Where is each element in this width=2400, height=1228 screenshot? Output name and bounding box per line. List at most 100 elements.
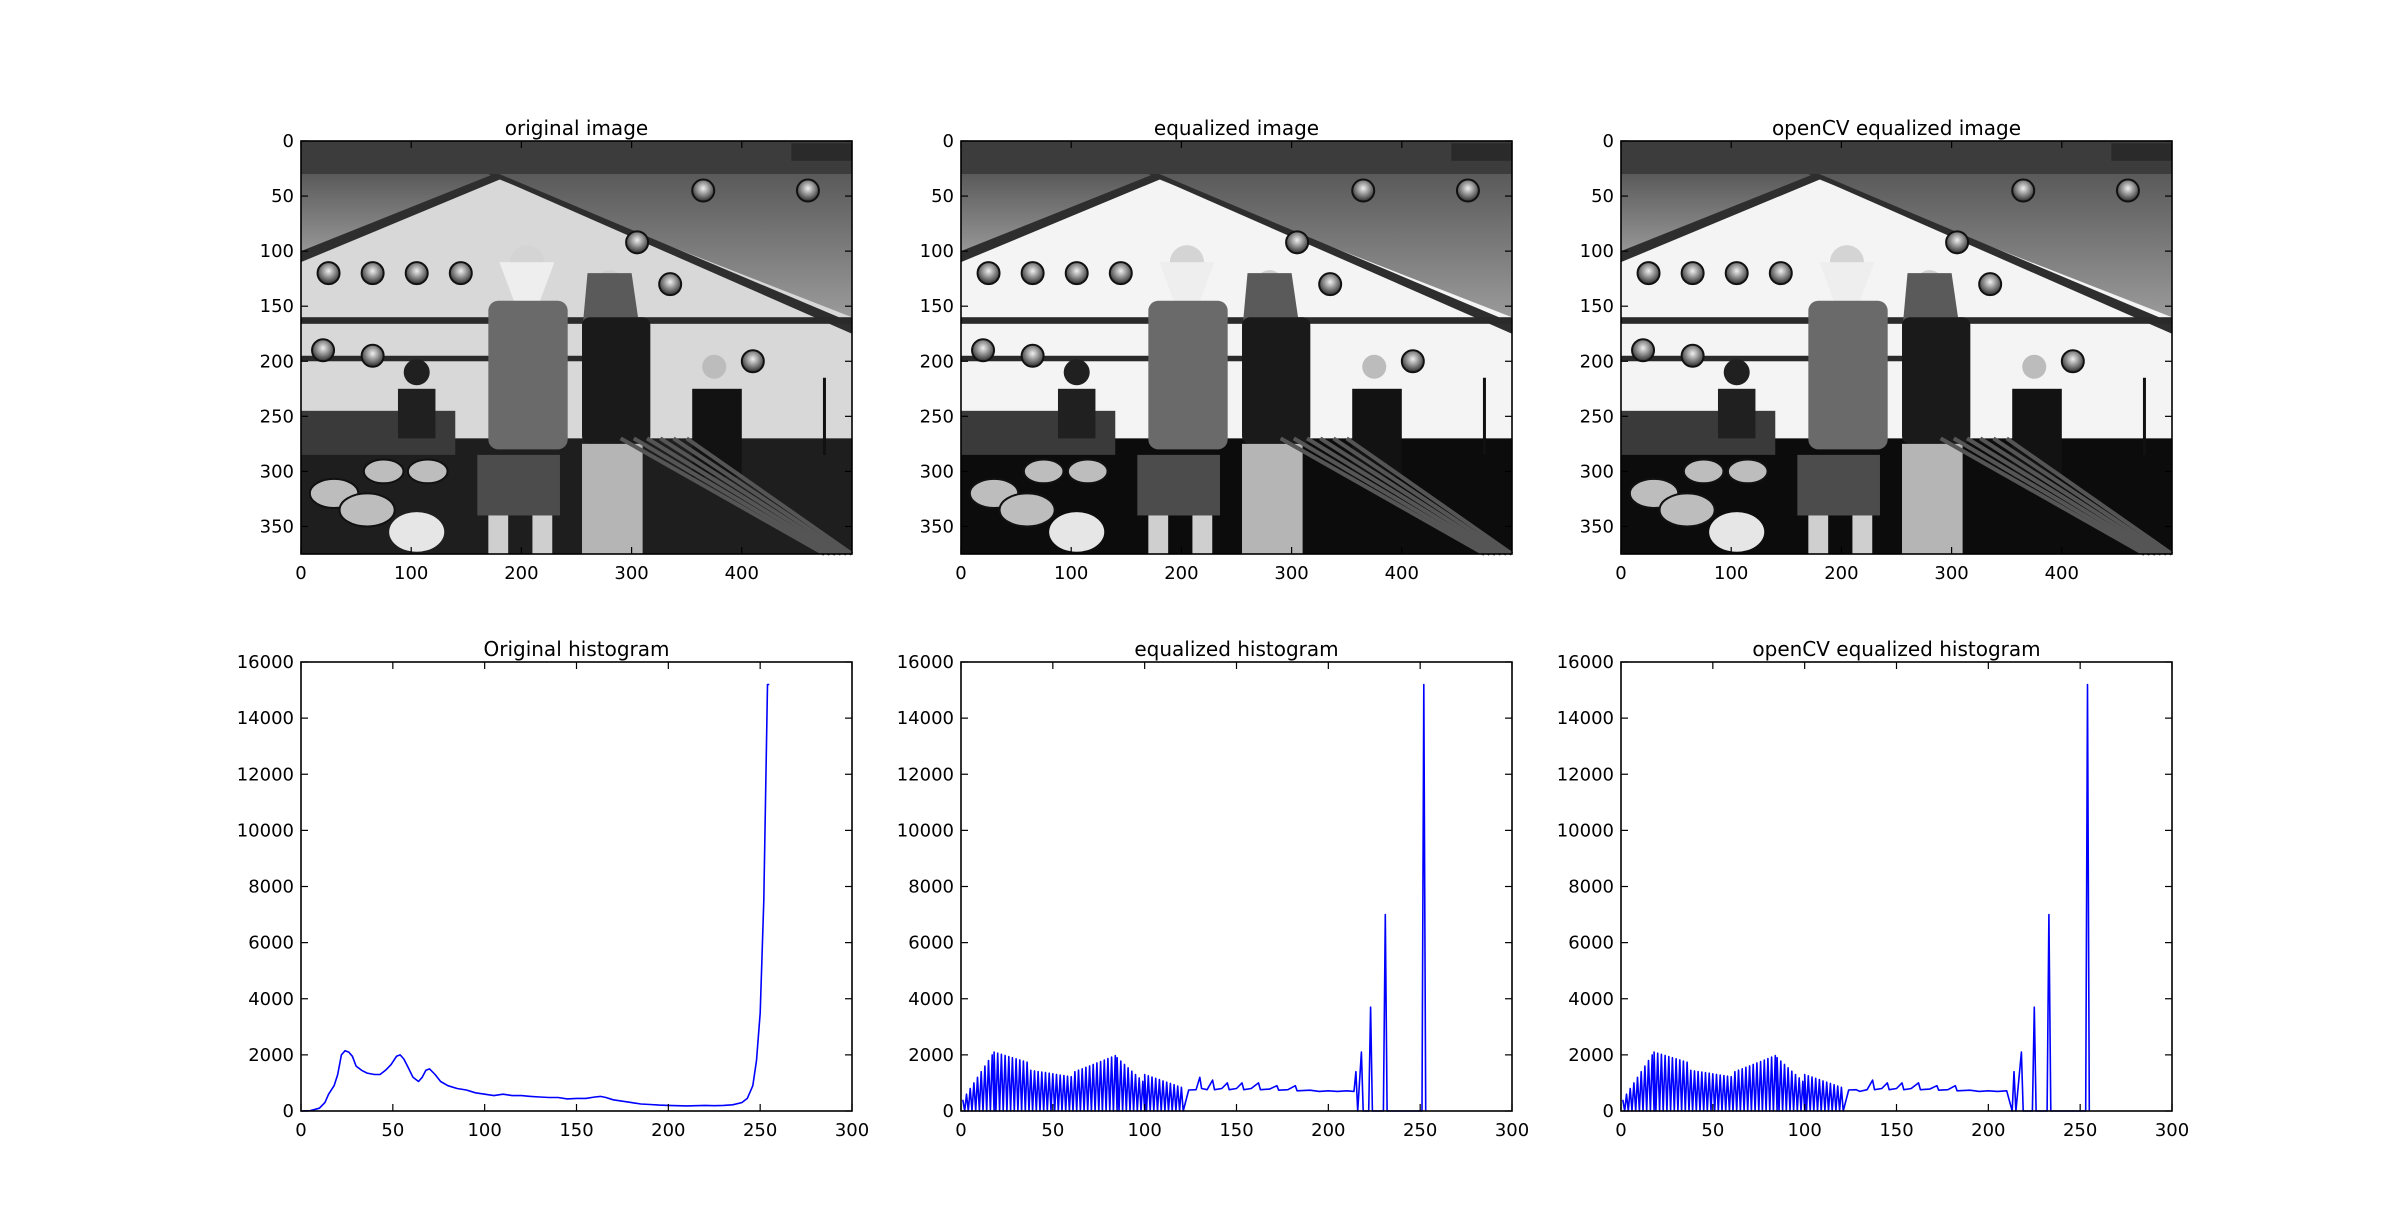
y-tick-label: 300 (260, 461, 294, 482)
y-tick-label: 0 (943, 131, 954, 152)
stage-lamp (1020, 343, 1045, 368)
y-tick-label: 14000 (237, 708, 294, 729)
y-tick-label: 350 (1580, 516, 1614, 537)
stair-railing (1305, 436, 1497, 556)
panel-5: 0 50 100 150 200 250 300 0 2000 4000 6000 8000 10000… (897, 637, 1529, 1141)
bass-drum (1049, 512, 1105, 552)
axes-frame (1620, 140, 2173, 555)
man-shirt (488, 300, 568, 450)
suit-man-head (1362, 354, 1387, 379)
stage-lamp (1108, 261, 1133, 286)
man-shirt (1808, 300, 1888, 450)
y-tick-label: 250 (920, 406, 954, 427)
x-tick-label: 0 (295, 563, 306, 584)
stage-lamp (971, 338, 996, 363)
man-beard (1819, 262, 1875, 307)
stage-lamp (795, 178, 820, 203)
stair-railing (1979, 436, 2163, 556)
panel-title: equalized histogram (1134, 637, 1338, 661)
y-tick-label: 250 (260, 406, 294, 427)
stage-lamp (658, 272, 683, 297)
woman-shirt (1242, 317, 1311, 444)
tent-roof-right (1819, 174, 2172, 318)
stage-lamp (1636, 261, 1661, 286)
x-tick-label: 400 (1385, 563, 1419, 584)
stage-lamp (1020, 261, 1045, 286)
lighting-truss (961, 317, 1512, 324)
roof-strut (1808, 174, 2172, 334)
stage-lamp (1064, 261, 1089, 286)
stage-lamp (1945, 230, 1970, 255)
man-leg (488, 515, 509, 554)
y-tick-label: 12000 (1557, 764, 1614, 785)
photo (961, 141, 1514, 556)
stage-lamp (2115, 178, 2140, 203)
x-tick-label: 100 (1127, 1120, 1161, 1141)
roof-strut (301, 174, 505, 263)
y-tick-label: 2000 (908, 1045, 954, 1066)
stage-lamp (1978, 272, 2003, 297)
lighting-truss (1621, 355, 1925, 362)
panel-title: openCV equalized histogram (1752, 637, 2040, 661)
panel-4: 0 50 100 150 200 250 300 0 2000 4000 6000 8000 10000… (237, 637, 869, 1141)
axes-frame (960, 661, 1513, 1112)
man-leg (1192, 515, 1213, 554)
x-tick-label: 0 (1615, 1120, 1626, 1141)
suit-man-head (702, 354, 727, 379)
stage-lamp (404, 261, 429, 286)
drum (1726, 458, 1769, 485)
man-shorts (1797, 454, 1880, 516)
man-shorts (1137, 454, 1220, 516)
drum (1066, 458, 1109, 485)
y-tick-label: 0 (1603, 1101, 1614, 1122)
roof-strut (488, 174, 852, 334)
man-shorts (477, 454, 560, 516)
x-tick-label: 200 (651, 1120, 685, 1141)
x-tick-label: 0 (955, 1120, 966, 1141)
x-tick-label: 0 (295, 1120, 306, 1141)
axes-frame (300, 140, 853, 555)
stage-lamp (1285, 230, 1310, 255)
y-tick-label: 50 (1591, 186, 1614, 207)
x-tick-label: 300 (2155, 1120, 2189, 1141)
stage-lamp (448, 261, 473, 286)
x-tick-label: 50 (381, 1120, 404, 1141)
stage-lamp (1631, 338, 1656, 363)
lighting-truss (301, 317, 852, 324)
panel-title: equalized image (1154, 116, 1319, 140)
stage-lamp (976, 261, 1001, 286)
man-leg (532, 515, 553, 554)
x-tick-label: 100 (394, 563, 428, 584)
x-tick-label: 300 (1495, 1120, 1529, 1141)
man-leg (1852, 515, 1873, 554)
x-tick-label: 50 (1701, 1120, 1724, 1141)
stair-railing (619, 436, 826, 556)
drummer-head (1723, 359, 1750, 386)
y-tick-label: 16000 (897, 652, 954, 673)
x-tick-label: 200 (1824, 563, 1858, 584)
y-tick-label: 10000 (237, 820, 294, 841)
photo (301, 141, 854, 556)
stage-lamp (360, 343, 385, 368)
stage-lamp (740, 349, 765, 374)
stair-railing (1319, 436, 1503, 556)
tent-roof-right (1159, 174, 1512, 318)
y-tick-label: 16000 (237, 652, 294, 673)
x-tick-label: 50 (1041, 1120, 1064, 1141)
drum (998, 492, 1056, 528)
y-tick-label: 150 (260, 296, 294, 317)
woman-shirt (582, 317, 651, 444)
lighting-truss (961, 355, 1265, 362)
x-tick-label: 100 (467, 1120, 501, 1141)
y-tick-label: 0 (283, 131, 294, 152)
stair-railing (672, 436, 848, 556)
stair-railing (1345, 436, 1514, 556)
y-tick-label: 0 (283, 1101, 294, 1122)
stage-lamp (1768, 261, 1793, 286)
woman-shirt (1902, 317, 1971, 444)
woman-pants (582, 443, 643, 554)
y-tick-label: 6000 (248, 933, 294, 954)
panel-2: 0 100 200 300 400 0 50 100 150 200 250 300 350 equali… (920, 116, 1514, 584)
stage-lamp (691, 178, 716, 203)
drummer-body (1717, 388, 1756, 439)
